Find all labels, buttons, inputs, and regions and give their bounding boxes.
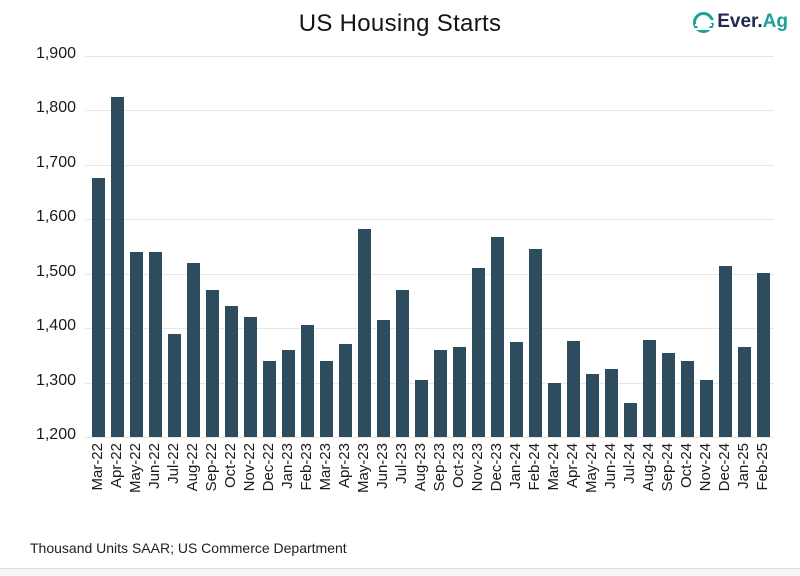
logo-text: Ever.Ag [717, 11, 788, 33]
y-axis-label-1500: 1,500 [35, 262, 76, 280]
x-axis-label-Jan-24: Jan-24 [507, 443, 525, 489]
x-axis-label-Mar-24: Mar-24 [545, 443, 563, 491]
x-axis-label-Sep-23: Sep-23 [431, 443, 449, 492]
x-axis-label-Jul-22: Jul-22 [165, 443, 183, 484]
bar-Oct-23 [453, 347, 466, 437]
gridline-1700 [85, 164, 774, 166]
x-axis-label-Oct-24: Oct-24 [678, 443, 696, 489]
x-axis-label-Dec-23: Dec-23 [488, 443, 506, 492]
x-axis-label-Dec-22: Dec-22 [260, 443, 278, 492]
bar-Apr-23 [339, 344, 352, 437]
source-note: Thousand Units SAAR; US Commerce Departm… [30, 540, 347, 556]
x-axis-label-Mar-22: Mar-22 [89, 443, 107, 491]
gridline-1600 [85, 219, 774, 221]
x-axis-label-May-24: May-24 [583, 443, 601, 494]
y-axis-label-1200: 1,200 [35, 426, 76, 443]
bar-Jun-22 [149, 251, 162, 437]
bar-Jun-23 [377, 319, 390, 437]
bar-May-24 [586, 374, 599, 437]
x-axis-label-Jan-25: Jan-25 [735, 443, 753, 489]
x-axis-label-Oct-23: Oct-23 [450, 443, 468, 489]
bar-Apr-22 [111, 96, 124, 437]
plot-area [85, 56, 774, 438]
bar-Nov-23 [472, 268, 485, 437]
bar-Jul-22 [168, 333, 181, 437]
bar-Jan-24 [510, 341, 523, 437]
bar-Nov-24 [700, 379, 713, 437]
x-axis-label-Aug-22: Aug-22 [184, 443, 202, 492]
x-axis-label-Sep-22: Sep-22 [203, 443, 221, 492]
bar-Oct-22 [225, 306, 238, 437]
bar-Mar-24 [548, 382, 561, 437]
bar-Dec-24 [719, 265, 732, 437]
x-axis-label-Apr-22: Apr-22 [108, 443, 126, 489]
bar-Jan-23 [282, 349, 295, 437]
x-axis-label-Nov-22: Nov-22 [241, 443, 259, 492]
chart-title: US Housing Starts [298, 10, 502, 37]
gridline-1200 [85, 437, 774, 438]
bar-Nov-22 [244, 317, 257, 437]
bar-Jan-25 [738, 346, 751, 437]
bar-Dec-23 [491, 236, 504, 437]
x-axis-label-Oct-22: Oct-22 [222, 443, 240, 489]
bottom-strip [0, 569, 800, 576]
bar-Aug-22 [187, 262, 200, 437]
x-axis-label-Feb-24: Feb-24 [526, 443, 544, 491]
x-axis-label-Jun-22: Jun-22 [146, 443, 164, 489]
logo-text-ag: Ag [762, 11, 788, 32]
x-axis-label-Sep-24: Sep-24 [659, 443, 677, 492]
x-axis-label-Dec-24: Dec-24 [716, 443, 734, 492]
bar-Aug-24 [643, 339, 656, 437]
bar-Dec-22 [263, 360, 276, 437]
bar-Jul-24 [624, 403, 637, 437]
bar-Sep-24 [662, 352, 675, 437]
bar-Sep-23 [434, 349, 447, 437]
x-axis-label-Aug-23: Aug-23 [412, 443, 430, 492]
y-axis-label-1400: 1,400 [35, 317, 76, 335]
bottom-divider [0, 568, 800, 569]
x-axis-label-Jan-23: Jan-23 [279, 443, 297, 489]
x-axis-label-Aug-24: Aug-24 [640, 443, 658, 492]
y-axis-label-1800: 1,800 [35, 99, 76, 117]
bar-Jun-24 [605, 368, 618, 437]
bar-May-22 [130, 251, 143, 437]
bar-Oct-24 [681, 360, 694, 437]
bar-Sep-22 [206, 290, 219, 437]
everag-globe-e-icon [693, 11, 716, 33]
x-axis-label-Apr-23: Apr-23 [336, 443, 354, 489]
logo-text-ever: Ever. [717, 11, 763, 32]
x-axis-label-May-22: May-22 [127, 443, 145, 494]
bar-Feb-24 [529, 248, 542, 437]
gridline-1500 [85, 273, 774, 275]
x-axis-label-Nov-23: Nov-23 [469, 443, 487, 492]
bar-Feb-23 [301, 325, 314, 437]
x-axis-label-Jun-23: Jun-23 [374, 443, 392, 489]
x-axis-label-Jul-24: Jul-24 [621, 443, 639, 484]
bar-Mar-23 [320, 360, 333, 437]
gridline-1900 [85, 56, 774, 57]
x-axis-label-Apr-24: Apr-24 [564, 443, 582, 489]
y-axis-label-1600: 1,600 [35, 208, 76, 226]
x-axis-label-Nov-24: Nov-24 [697, 443, 715, 492]
x-axis-label-Mar-23: Mar-23 [317, 443, 335, 491]
y-axis-label-1300: 1,300 [35, 371, 76, 389]
bar-Mar-22 [92, 178, 105, 437]
y-axis-label-1700: 1,700 [35, 153, 76, 171]
x-axis-label-Feb-25: Feb-25 [754, 443, 772, 491]
gridline-1400 [85, 328, 774, 330]
x-axis-label-Feb-23: Feb-23 [298, 443, 316, 491]
gridline-1300 [85, 382, 774, 384]
gridline-1800 [85, 110, 774, 112]
bar-Jul-23 [396, 290, 409, 437]
bar-Apr-24 [567, 340, 580, 437]
bar-Aug-23 [415, 379, 428, 437]
x-axis-label-Jun-24: Jun-24 [602, 443, 620, 489]
bar-May-23 [358, 228, 371, 437]
x-axis-label-Jul-23: Jul-23 [393, 443, 411, 484]
x-axis-label-May-23: May-23 [355, 443, 373, 494]
everag-logo: Ever.Ag [693, 11, 788, 33]
bar-Feb-25 [757, 273, 770, 437]
y-axis-label-1900: 1,900 [35, 45, 76, 62]
